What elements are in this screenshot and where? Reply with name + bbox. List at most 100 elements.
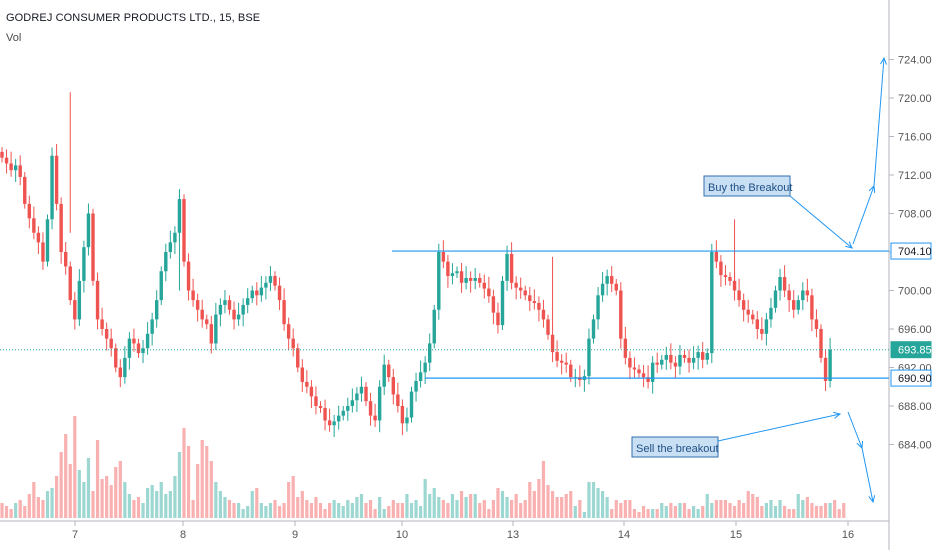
time-tick-label: 10: [396, 529, 408, 541]
sell-breakout-callout-box[interactable]: [631, 436, 719, 458]
candle-body: [41, 242, 45, 262]
candle-body: [241, 304, 245, 315]
candle-body: [123, 357, 127, 378]
candle-body: [327, 420, 332, 426]
volume-bar: [296, 497, 300, 518]
candle-body: [514, 282, 518, 288]
candle-body: [77, 280, 82, 320]
breakout-arrow-1[interactable]: [852, 185, 875, 245]
price-tick-label: 708.00: [898, 209, 932, 221]
candle-body: [200, 309, 204, 320]
volume-bar: [150, 485, 154, 518]
volume-bar: [505, 497, 509, 518]
candle-body: [50, 155, 54, 220]
sell-callout-pointer[interactable]: [717, 413, 841, 442]
volume-bar: [437, 497, 441, 518]
candle-body: [605, 276, 609, 284]
volume-bar: [742, 503, 746, 518]
candle-body: [414, 380, 418, 392]
volume-bar: [641, 506, 646, 518]
candle-body: [728, 277, 732, 281]
candle-body: [632, 367, 637, 370]
volume-bar: [400, 503, 404, 518]
volume-bar: [250, 491, 254, 518]
breakdown-arrow-1[interactable]: [847, 411, 863, 449]
candle-body: [0, 151, 4, 158]
candle-body: [286, 324, 291, 339]
candle-body: [232, 309, 236, 320]
candle-body: [373, 415, 377, 421]
volume-bar: [114, 467, 118, 518]
candle-body: [214, 314, 218, 344]
volume-bar: [186, 446, 191, 518]
time-axis[interactable]: 7 8 9 10 13 14 15 16: [72, 521, 854, 541]
volume-bar: [500, 491, 505, 518]
candle-body: [473, 277, 477, 281]
candle-body: [305, 381, 309, 387]
annotations[interactable]: 704.10 693.85 690.90 Buy the Breakout Sell t…: [0, 56, 932, 504]
support-price-tag: 690.90: [898, 373, 932, 385]
candle-body: [650, 362, 655, 382]
candle-body: [86, 213, 91, 248]
candle-body: [259, 287, 264, 296]
volume-bar: [837, 509, 841, 518]
volume-bar: [450, 494, 455, 518]
candle-body: [455, 271, 459, 274]
candle-body: [132, 338, 136, 344]
candle-body: [505, 253, 509, 281]
time-tick-label: 14: [618, 529, 630, 541]
price-tick-label: 716.00: [898, 132, 932, 144]
volume-bar: [382, 509, 386, 518]
volume-bar: [496, 488, 500, 518]
breakdown-arrow-2[interactable]: [861, 447, 874, 503]
candle-body: [537, 303, 541, 310]
candle-body: [823, 357, 828, 381]
candle-body: [355, 393, 359, 401]
buy-callout-pointer[interactable]: [789, 195, 853, 249]
volume-bar: [123, 482, 127, 518]
volume-bar: [669, 503, 673, 518]
volume-bar: [118, 461, 122, 518]
volume-bar: [337, 503, 341, 518]
volume-bar: [769, 500, 773, 518]
buy-breakout-callout-box[interactable]: [703, 175, 791, 197]
candle-body: [746, 309, 750, 315]
volume-bar: [100, 479, 104, 518]
candle-body: [246, 298, 250, 305]
volume-bar: [77, 470, 81, 518]
volume-bar: [364, 503, 368, 518]
candle-body: [446, 261, 450, 277]
candle-body: [555, 352, 559, 361]
candle-body: [814, 319, 819, 329]
volume-bar: [109, 485, 113, 518]
breakout-arrow-2[interactable]: [873, 57, 885, 187]
volume-bar: [105, 476, 109, 518]
candle-body: [564, 362, 568, 365]
candle-body: [73, 300, 77, 320]
last-price-tag: 693.85: [898, 345, 932, 357]
volume-bar: [746, 491, 750, 518]
candle-body: [337, 415, 341, 422]
volume-bar: [255, 488, 259, 518]
candle-body: [118, 367, 122, 378]
volume-bar: [232, 503, 236, 518]
volume-bar: [318, 503, 323, 518]
candle-body: [801, 290, 805, 301]
volume-bar: [823, 503, 828, 518]
volume-bar: [82, 482, 86, 518]
candle-body: [787, 290, 791, 301]
candle-body: [64, 252, 68, 267]
volume-bar: [523, 500, 527, 518]
candle-body: [405, 417, 409, 424]
candle-body: [100, 319, 104, 329]
candle-body: [282, 300, 286, 325]
volume-bar: [273, 500, 277, 518]
volume-bar: [537, 479, 541, 518]
candle-body: [45, 219, 50, 262]
candle-body: [396, 394, 400, 406]
volume-bar: [573, 506, 577, 518]
volume-bar: [569, 491, 573, 518]
candle-body: [250, 290, 254, 299]
time-tick-label: 9: [292, 529, 298, 541]
